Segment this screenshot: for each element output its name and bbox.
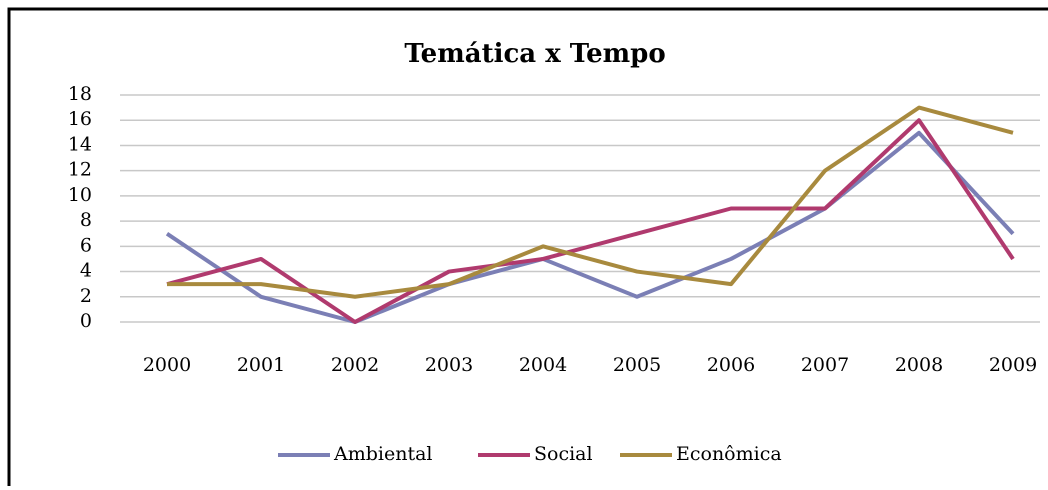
x-tick-label: 2001	[237, 354, 285, 376]
y-tick-label: 0	[80, 310, 92, 332]
legend-label: Social	[534, 443, 593, 465]
series-line	[167, 105, 1014, 299]
x-tick-label: 2000	[143, 354, 191, 376]
chart-title: Temática x Tempo	[404, 39, 665, 69]
x-tick-label: 2002	[331, 354, 379, 376]
series-line	[165, 130, 1015, 324]
y-tick-label: 4	[80, 260, 92, 282]
chart-border	[7, 7, 1048, 490]
y-tick-label: 18	[68, 83, 92, 105]
legend-label: Econômica	[676, 443, 782, 465]
x-tick-label: 2003	[425, 354, 473, 376]
y-tick-label: 8	[80, 209, 92, 231]
y-tick-label: 6	[80, 234, 92, 256]
x-tick-label: 2005	[613, 354, 661, 376]
y-tick-label: 12	[68, 159, 92, 181]
y-tick-label: 16	[68, 108, 92, 130]
x-tick-label: 2008	[895, 354, 943, 376]
y-tick-label: 10	[68, 184, 92, 206]
x-tick-label: 2004	[519, 354, 567, 376]
x-tick-label: 2006	[707, 354, 755, 376]
x-tick-label: 2009	[989, 354, 1037, 376]
y-tick-label: 2	[80, 285, 92, 307]
legend-label: Ambiental	[333, 443, 433, 465]
x-tick-label: 2007	[801, 354, 849, 376]
y-tick-label: 14	[68, 133, 92, 155]
